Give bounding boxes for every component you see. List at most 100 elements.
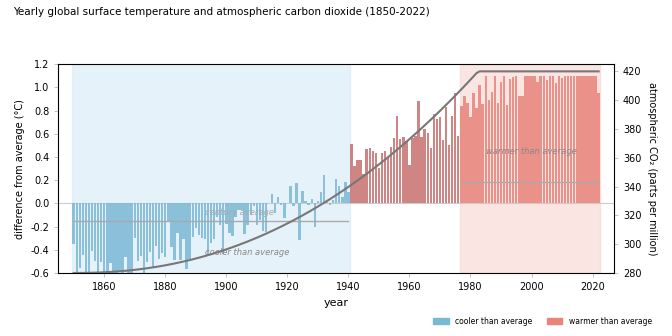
Bar — [213, 203, 215, 239]
Bar — [451, 116, 454, 203]
Bar — [488, 100, 490, 203]
Bar — [344, 181, 347, 203]
Bar — [201, 203, 203, 238]
Bar — [350, 144, 353, 203]
Bar — [475, 108, 478, 203]
Bar — [478, 85, 481, 203]
Bar — [393, 138, 395, 203]
Bar — [280, 203, 282, 205]
Bar — [261, 203, 264, 232]
Bar — [219, 203, 222, 225]
Bar — [79, 203, 81, 268]
Bar — [387, 157, 389, 203]
Bar — [390, 147, 392, 203]
Bar — [573, 76, 575, 203]
Bar — [149, 203, 151, 252]
Bar — [192, 203, 194, 237]
Bar — [164, 203, 167, 257]
Bar — [530, 76, 533, 203]
Bar — [277, 197, 280, 203]
Bar — [317, 201, 319, 203]
Bar — [158, 203, 161, 259]
Bar — [460, 64, 600, 273]
Bar — [448, 145, 450, 203]
Bar — [109, 203, 112, 263]
Bar — [124, 203, 127, 257]
Bar — [283, 203, 286, 218]
Bar — [249, 203, 252, 215]
Bar — [396, 116, 398, 203]
Bar — [188, 203, 191, 259]
Bar — [481, 104, 484, 203]
Bar — [130, 203, 133, 273]
Bar — [536, 82, 539, 203]
Bar — [417, 101, 420, 203]
Bar — [332, 200, 335, 203]
Bar — [378, 168, 380, 203]
Bar — [564, 76, 566, 203]
Bar — [88, 203, 90, 273]
Bar — [491, 92, 493, 203]
Bar — [292, 203, 295, 206]
Bar — [161, 203, 163, 253]
Bar — [310, 199, 313, 203]
Bar — [228, 203, 230, 233]
Bar — [558, 76, 560, 203]
Bar — [326, 202, 328, 203]
Bar — [253, 203, 255, 206]
Bar — [195, 203, 197, 228]
Bar — [469, 117, 472, 203]
Bar — [204, 203, 206, 240]
Bar — [314, 203, 316, 226]
Bar — [75, 203, 78, 273]
Bar — [585, 76, 588, 203]
Y-axis label: atmospheric CO₂ (parts per million): atmospheric CO₂ (parts per million) — [647, 82, 657, 255]
Bar — [347, 192, 349, 203]
Bar — [381, 154, 383, 203]
Text: warmer than average: warmer than average — [486, 147, 577, 156]
Bar — [298, 203, 301, 240]
Bar — [94, 203, 96, 261]
X-axis label: year: year — [324, 298, 349, 307]
Bar — [570, 76, 573, 203]
Bar — [582, 76, 585, 203]
Bar — [588, 76, 591, 203]
Bar — [243, 203, 246, 234]
Bar — [457, 136, 460, 203]
Bar — [528, 76, 530, 203]
Bar — [85, 203, 87, 273]
Bar — [146, 203, 149, 262]
Bar — [554, 83, 557, 203]
Bar — [561, 78, 563, 203]
Bar — [210, 203, 212, 243]
Bar — [182, 203, 185, 240]
Bar — [231, 203, 234, 236]
Text: century average: century average — [205, 208, 274, 217]
Bar — [509, 79, 511, 203]
Bar — [222, 203, 224, 254]
Bar — [512, 77, 515, 203]
Bar — [411, 138, 414, 203]
Bar — [435, 119, 438, 203]
Bar — [552, 76, 554, 203]
Bar — [329, 203, 331, 205]
Bar — [115, 203, 118, 273]
Bar — [503, 76, 505, 203]
Bar — [73, 203, 75, 244]
Bar — [360, 160, 362, 203]
Bar — [140, 203, 142, 256]
Bar — [485, 76, 487, 203]
Bar — [372, 151, 374, 203]
Bar — [103, 203, 106, 273]
Bar — [542, 76, 545, 203]
Bar — [546, 80, 548, 203]
Bar — [408, 165, 411, 203]
Bar — [323, 175, 325, 203]
Bar — [308, 203, 310, 205]
Bar — [122, 203, 124, 273]
Bar — [463, 96, 466, 203]
Bar — [466, 103, 468, 203]
Bar — [423, 129, 426, 203]
Bar — [112, 203, 115, 273]
Bar — [500, 82, 502, 203]
